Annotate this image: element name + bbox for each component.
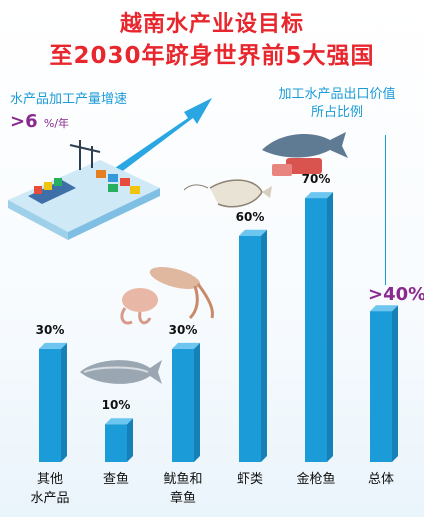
- bar-top: [39, 342, 67, 349]
- bar: [105, 424, 127, 462]
- bar-top: [239, 229, 267, 236]
- bar-side: [261, 229, 267, 462]
- bar-top: [172, 342, 200, 349]
- seaport-illustration: [8, 140, 160, 240]
- bar-value-label: 30%: [35, 322, 65, 337]
- growth-value: >6 %/年: [10, 111, 70, 132]
- shrimp-illustration: [183, 179, 272, 208]
- title-line-2: 至2030年跻身世界前5大强国: [49, 43, 375, 69]
- bar: [172, 348, 194, 462]
- squid-octopus-illustration: [120, 267, 214, 325]
- category-label: 金枪鱼: [296, 472, 336, 487]
- category-label: 虾类: [236, 472, 263, 487]
- bar-top: [305, 192, 333, 199]
- bar-top: [105, 418, 133, 425]
- bar-side: [327, 192, 333, 462]
- bar: [305, 198, 327, 462]
- bar-side: [61, 342, 67, 462]
- pangasius-fish-illustration: [80, 360, 162, 384]
- bar-side: [392, 305, 398, 462]
- bar-group: [39, 192, 398, 462]
- total-value-label: >40%: [368, 284, 424, 305]
- category-label: 鱿鱼和 章鱼: [163, 472, 203, 506]
- bar: [239, 235, 261, 462]
- bar: [39, 348, 61, 462]
- category-label: 其他 水产品: [30, 472, 70, 506]
- title-line-1: 越南水产业设目标: [119, 12, 304, 37]
- bar-value-label: 10%: [101, 398, 131, 413]
- bar-side: [127, 418, 133, 462]
- bar-value-label: 70%: [301, 172, 331, 187]
- growth-label: 水产品加工产量增速: [10, 92, 128, 107]
- category-label: 总体: [367, 472, 394, 487]
- export-share-label: 加工水产品出口价值 所占比例: [278, 87, 396, 120]
- bar-value-label: 30%: [168, 322, 198, 337]
- bar-value-label: 60%: [235, 209, 265, 224]
- bar-top: [370, 305, 398, 312]
- bar: [370, 311, 392, 462]
- trend-arrow-icon: [103, 98, 212, 182]
- leader-line: [385, 135, 386, 285]
- tuna-illustration: [262, 132, 348, 176]
- bar-side: [194, 342, 200, 462]
- category-label: 查鱼: [102, 472, 129, 487]
